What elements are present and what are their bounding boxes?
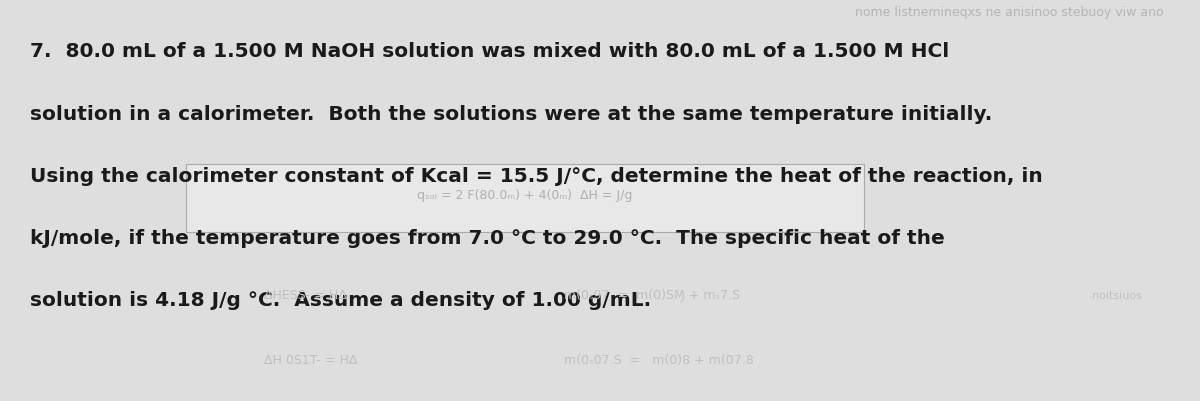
Text: ΔHESS- = HΔ: ΔHESS- = HΔ (264, 289, 347, 302)
Text: ΔH 0S1T- = HΔ: ΔH 0S1T- = HΔ (264, 353, 358, 366)
Text: qₛₒₗ = 2 F(80.0ₘ) + 4(0ₘ)  ΔH = J/g: qₛₒₗ = 2 F(80.0ₘ) + 4(0ₘ) ΔH = J/g (418, 188, 632, 202)
Text: 7.  80.0 mL of a 1.500 M NaOH solution was mixed with 80.0 mL of a 1.500 M HCl: 7. 80.0 mL of a 1.500 M NaOH solution wa… (30, 42, 949, 61)
Text: nome listnemineqxs ne anisinoo stebuoy viw ano: nome listnemineqxs ne anisinoo stebuoy v… (856, 6, 1164, 19)
Text: noitsiuos: noitsiuos (1092, 291, 1142, 301)
Text: solution in a calorimeter.  Both the solutions were at the same temperature init: solution in a calorimeter. Both the solu… (30, 104, 992, 123)
Text: kJ/mole, if the temperature goes from 7.0 °C to 29.0 °C.  The specific heat of t: kJ/mole, if the temperature goes from 7.… (30, 229, 944, 247)
Text: m(0ₛ07.S  =   m(0)8 + m(07.8: m(0ₛ07.S = m(0)8 + m(07.8 (564, 353, 754, 366)
Text: Using the calorimeter constant of Kcal = 15.5 J/°C, determine the heat of the re: Using the calorimeter constant of Kcal =… (30, 166, 1043, 185)
FancyBboxPatch shape (186, 164, 864, 233)
Text: m(0ₛ97  =  m(0)SⱮ + mₛ7.S: m(0ₛ97 = m(0)SⱮ + mₛ7.S (564, 289, 740, 302)
Text: solution is 4.18 J/g °C.  Assume a density of 1.00 g/mL.: solution is 4.18 J/g °C. Assume a densit… (30, 291, 652, 310)
